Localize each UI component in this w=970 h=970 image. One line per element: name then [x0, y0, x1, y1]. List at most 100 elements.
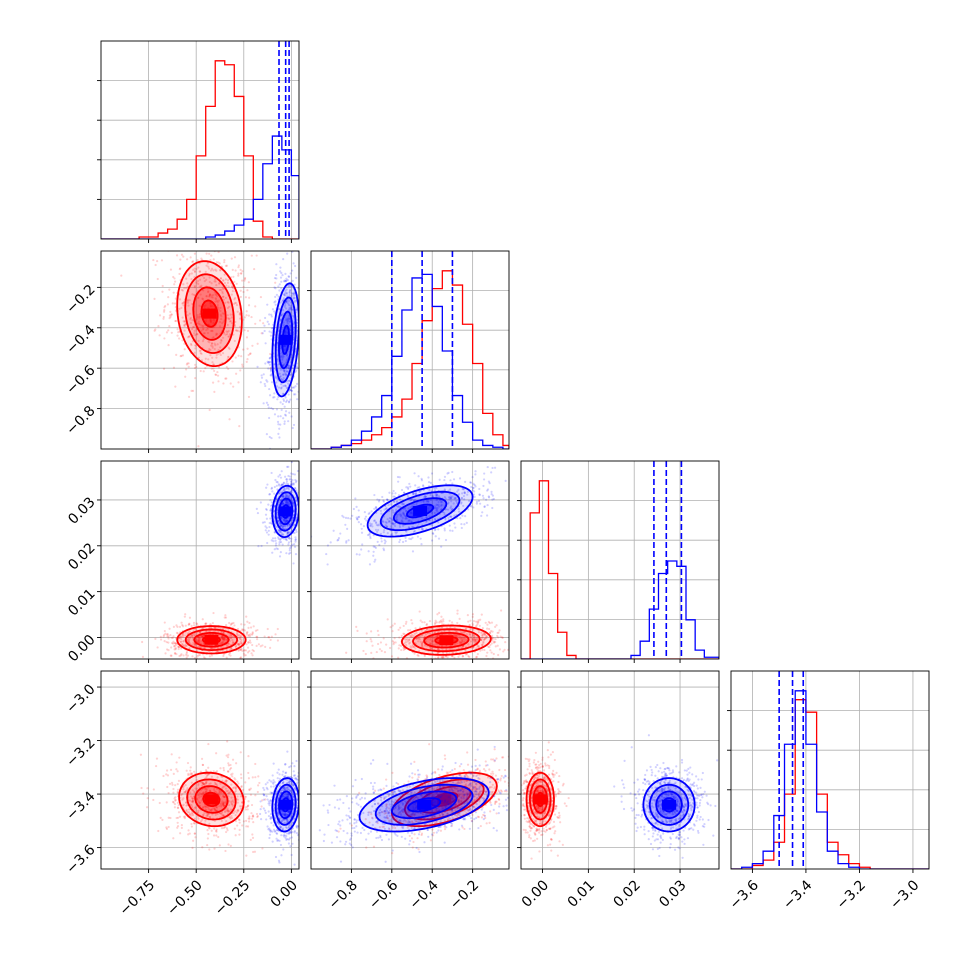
scatter-point	[391, 519, 394, 522]
scatter-point	[444, 497, 447, 500]
contour-line	[193, 632, 230, 648]
scatter-point	[203, 788, 207, 791]
scatter-point	[212, 363, 215, 366]
scatter-point	[229, 654, 232, 657]
scatter-point	[284, 410, 288, 413]
scatter-point	[237, 381, 240, 384]
scatter-point	[476, 673, 478, 675]
scatter-point	[282, 324, 286, 327]
scatter-point	[141, 640, 144, 644]
scatter-point	[441, 656, 444, 659]
scatter-point	[355, 553, 358, 556]
scatter-point	[196, 296, 200, 300]
panel-content	[101, 251, 299, 449]
contour-line	[271, 282, 299, 398]
scatter-point	[281, 298, 285, 302]
scatter-point	[225, 820, 228, 823]
scatter-point	[282, 481, 286, 484]
scatter-point	[182, 635, 185, 638]
scatter-point	[269, 368, 272, 371]
scatter-point	[229, 817, 232, 820]
scatter-point	[435, 506, 438, 509]
scatter-point	[303, 474, 305, 476]
scatter-point	[270, 486, 274, 490]
scatter-point	[196, 315, 200, 318]
scatter-point	[189, 635, 192, 638]
scatter-point	[238, 425, 241, 428]
scatter-point	[225, 284, 228, 287]
scatter-point	[182, 304, 185, 307]
scatter-point	[186, 258, 189, 261]
scatter-point	[271, 308, 275, 311]
scatter-point	[278, 473, 282, 476]
scatter-point	[275, 542, 278, 545]
scatter-point	[438, 667, 440, 669]
scatter-point	[367, 512, 370, 516]
density-peak	[278, 506, 293, 517]
scatter-point	[238, 638, 242, 641]
scatter-point	[285, 291, 288, 294]
scatter-point	[276, 398, 279, 401]
scatter-point	[182, 633, 185, 636]
scatter-point	[281, 357, 284, 360]
scatter-point	[274, 376, 278, 379]
scatter-point	[182, 785, 185, 788]
scatter-point	[244, 654, 247, 657]
scatter-point	[282, 494, 285, 498]
scatter-point	[377, 633, 380, 637]
scatter-point	[214, 293, 217, 296]
scatter-point	[239, 648, 242, 651]
scatter-point	[274, 303, 277, 306]
scatter-point	[205, 252, 208, 255]
scatter-point	[398, 636, 401, 639]
scatter-point	[413, 652, 416, 655]
scatter-point	[165, 640, 168, 644]
scatter-point	[418, 486, 421, 489]
scatter-point	[500, 636, 504, 639]
scatter-point	[280, 287, 283, 290]
scatter-point	[419, 640, 422, 644]
scatter-point	[202, 791, 205, 794]
scatter-point	[289, 304, 292, 307]
scatter-point	[208, 816, 211, 819]
scatter-point	[181, 302, 184, 305]
scatter-point	[180, 306, 183, 309]
scatter-point	[414, 484, 417, 487]
scatter-point	[186, 362, 189, 365]
scatter-point	[264, 645, 267, 648]
scatter-point	[245, 805, 249, 808]
scatter-point	[291, 346, 294, 350]
scatter-point	[418, 490, 421, 493]
scatter-point	[281, 299, 284, 303]
scatter-point	[444, 482, 448, 485]
scatter-point	[460, 522, 463, 526]
scatter-point	[419, 619, 422, 622]
scatter-point	[435, 508, 439, 511]
scatter-point	[388, 491, 391, 494]
scatter-point	[285, 519, 288, 522]
scatter-point	[221, 292, 224, 295]
scatter-point	[175, 761, 178, 764]
scatter-point	[200, 793, 204, 796]
scatter-point	[222, 801, 225, 804]
scatter-point	[207, 766, 210, 769]
scatter-point	[184, 791, 187, 794]
scatter-point	[192, 621, 196, 624]
scatter-point	[208, 295, 211, 298]
scatter-point	[279, 401, 282, 404]
scatter-point	[283, 489, 286, 492]
scatter-point	[437, 647, 440, 650]
scatter-point	[288, 325, 291, 328]
scatter-point	[173, 280, 177, 283]
scatter-point	[159, 638, 163, 641]
scatter-point	[491, 634, 494, 637]
scatter-point	[287, 300, 291, 303]
scatter-point	[411, 635, 414, 639]
scatter-point	[392, 641, 396, 644]
scatter-point	[280, 517, 283, 520]
pair-panel-2-1	[307, 460, 510, 675]
scatter-point	[294, 553, 298, 556]
scatter-point	[370, 651, 373, 654]
scatter-point	[237, 272, 240, 275]
scatter-point	[233, 298, 236, 301]
